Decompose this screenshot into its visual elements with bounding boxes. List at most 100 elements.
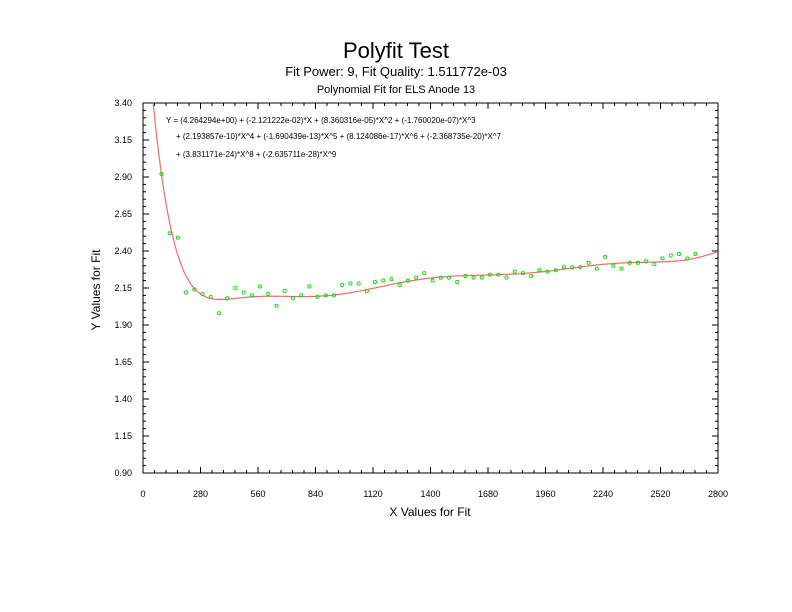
- y-tick-label: 2.90: [114, 172, 132, 182]
- equation-line-1: Y = (4.264294e+00) + (-2.121222e-02)*X +…: [166, 116, 476, 125]
- data-point: [594, 266, 599, 271]
- data-point: [323, 293, 328, 298]
- x-tick-label: 1120: [363, 489, 382, 499]
- data-point: [561, 265, 567, 270]
- data-point: [274, 303, 279, 308]
- y-tick-label: 2.65: [114, 209, 132, 219]
- data-point: [553, 268, 558, 273]
- data-point: [356, 281, 361, 286]
- y-tick-label: 1.65: [114, 357, 132, 367]
- x-tick-label: 0: [140, 489, 145, 499]
- y-tick-label: 3.15: [114, 135, 132, 145]
- fit-curve-line: [152, 104, 719, 301]
- data-point: [520, 271, 525, 276]
- data-point: [496, 272, 501, 277]
- data-point: [373, 280, 378, 285]
- data-point: [225, 296, 230, 301]
- data-point: [438, 275, 443, 280]
- data-point: [381, 278, 386, 283]
- data-point: [652, 262, 657, 267]
- data-point: [446, 275, 452, 280]
- data-point: [676, 251, 682, 257]
- x-axis-label: X Values for Fit: [389, 505, 471, 519]
- data-point: [266, 291, 271, 296]
- data-point: [430, 278, 435, 283]
- y-tick-label: 1.90: [114, 320, 132, 330]
- data-point: [331, 293, 337, 298]
- data-point: [184, 290, 189, 295]
- data-point: [340, 282, 345, 288]
- data-point: [216, 311, 222, 316]
- data-point: [422, 271, 427, 276]
- data-point: [644, 259, 649, 264]
- data-point: [693, 251, 698, 257]
- data-point: [348, 281, 353, 286]
- data-point: [241, 290, 246, 295]
- x-tick-label: 2800: [708, 489, 728, 499]
- data-point: [635, 260, 640, 265]
- data-point: [463, 274, 468, 279]
- data-point: [299, 293, 304, 298]
- data-point: [200, 291, 205, 296]
- data-point: [290, 296, 295, 301]
- x-tick-labels: 0 280 560 840 1120 1400 1680 1960 2240 2520 2800: [140, 489, 728, 499]
- chart-subtitle: Fit Power: 9, Fit Quality: 1.511772e-03: [285, 64, 507, 79]
- equation-line-2: + (2.193857e-10)*X^4 + (-1.690439e-13)*X…: [176, 132, 502, 141]
- chart-title: Polyfit Test: [343, 38, 449, 63]
- data-point: [208, 294, 213, 299]
- x-tick-label: 1960: [535, 489, 555, 499]
- y-tick-labels: 0.90 1.15 1.40 1.65 1.90 2.15 2.40 2.65 2.90 3.15…: [114, 98, 132, 478]
- equation-line-3: + (3.831171e-24)*X^8 + (-2.635711e-28)*X…: [176, 150, 337, 159]
- data-point: [512, 269, 517, 274]
- data-point: [668, 253, 673, 258]
- data-point: [167, 231, 172, 236]
- x-tick-label: 2240: [593, 489, 613, 499]
- y-tick-label: 3.40: [114, 98, 132, 108]
- x-tick-label: 1400: [420, 489, 440, 499]
- data-point: [414, 275, 419, 280]
- data-point: [315, 294, 320, 299]
- y-tick-label: 2.15: [114, 283, 132, 293]
- chart-subtitle-secondary: Polynomial Fit for ELS Anode 13: [317, 84, 475, 96]
- data-point: [529, 274, 534, 279]
- data-point: [545, 269, 550, 274]
- data-point: [175, 235, 180, 240]
- x-tick-label: 840: [308, 489, 323, 499]
- data-point: [537, 268, 542, 273]
- x-tick-label: 1680: [478, 489, 498, 499]
- data-points: [159, 171, 698, 316]
- data-point: [586, 260, 591, 265]
- axis-ticks: [142, 102, 719, 474]
- data-point: [488, 272, 493, 277]
- data-point: [282, 288, 287, 294]
- data-point: [192, 287, 197, 292]
- data-point: [405, 278, 410, 283]
- data-point: [364, 288, 369, 294]
- data-point: [159, 171, 164, 177]
- y-axis-label: Y Values for Fit: [89, 249, 103, 331]
- data-point: [233, 285, 238, 291]
- data-point: [479, 275, 484, 280]
- data-point: [307, 284, 312, 289]
- data-point: [397, 282, 402, 288]
- data-point: [660, 256, 665, 261]
- data-point: [471, 275, 476, 280]
- y-tick-label: 1.15: [114, 431, 132, 441]
- data-point: [603, 254, 608, 259]
- y-tick-label: 0.90: [114, 468, 132, 478]
- x-tick-label: 560: [250, 489, 265, 499]
- data-point: [258, 284, 263, 289]
- data-point: [611, 263, 616, 268]
- data-point: [249, 293, 254, 298]
- data-point: [619, 266, 624, 271]
- x-tick-label: 2520: [650, 489, 670, 499]
- y-tick-label: 1.40: [114, 394, 132, 404]
- data-point: [578, 265, 583, 270]
- data-point: [455, 280, 460, 285]
- x-tick-label: 280: [193, 489, 208, 499]
- data-point: [504, 275, 509, 280]
- data-point: [570, 265, 575, 270]
- data-point: [627, 260, 632, 265]
